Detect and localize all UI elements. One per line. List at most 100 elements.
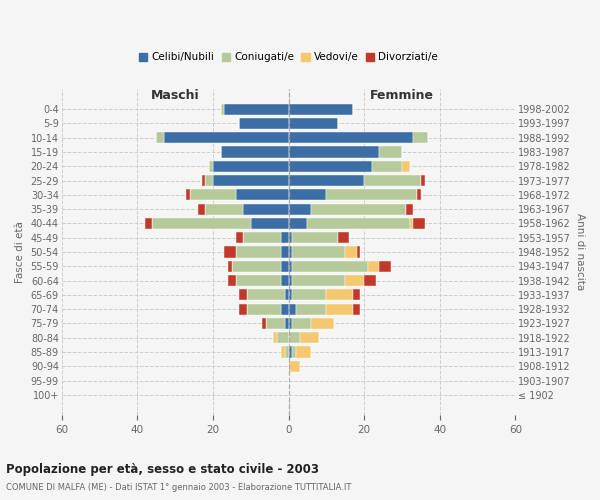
Bar: [221, 104, 224, 115]
Bar: [289, 360, 300, 372]
Bar: [311, 204, 406, 214]
Y-axis label: Fasce di età: Fasce di età: [15, 221, 25, 283]
Bar: [281, 275, 289, 286]
Bar: [277, 332, 289, 344]
Bar: [326, 190, 417, 200]
Bar: [209, 160, 213, 172]
Bar: [289, 318, 292, 329]
Bar: [239, 290, 247, 300]
Bar: [292, 232, 338, 243]
Bar: [410, 218, 413, 229]
Bar: [205, 175, 213, 186]
Text: COMUNE DI MALFA (ME) - Dati ISTAT 1° gennaio 2003 - Elaborazione TUTTITALIA.IT: COMUNE DI MALFA (ME) - Dati ISTAT 1° gen…: [6, 482, 352, 492]
Bar: [289, 260, 292, 272]
Bar: [346, 275, 364, 286]
Bar: [213, 175, 289, 186]
Bar: [289, 218, 307, 229]
Bar: [300, 332, 319, 344]
Bar: [281, 232, 289, 243]
Bar: [379, 146, 402, 158]
Bar: [368, 260, 379, 272]
Bar: [289, 204, 311, 214]
Bar: [292, 260, 368, 272]
Bar: [285, 346, 289, 358]
Bar: [187, 190, 190, 200]
Bar: [236, 246, 281, 258]
Bar: [402, 160, 410, 172]
Bar: [152, 218, 251, 229]
Bar: [289, 146, 379, 158]
Bar: [292, 246, 346, 258]
Bar: [379, 260, 391, 272]
Bar: [213, 160, 289, 172]
Bar: [285, 318, 289, 329]
Bar: [311, 318, 334, 329]
Bar: [281, 304, 289, 314]
Bar: [239, 118, 289, 129]
Bar: [190, 190, 236, 200]
Bar: [262, 318, 266, 329]
Bar: [326, 304, 353, 314]
Bar: [296, 304, 326, 314]
Bar: [289, 160, 372, 172]
Bar: [413, 218, 425, 229]
Bar: [406, 204, 413, 214]
Bar: [296, 346, 311, 358]
Bar: [289, 175, 364, 186]
Bar: [224, 104, 289, 115]
Bar: [289, 104, 353, 115]
Bar: [307, 218, 410, 229]
Bar: [289, 132, 413, 143]
Bar: [289, 246, 292, 258]
Bar: [289, 275, 292, 286]
Bar: [338, 232, 349, 243]
Legend: Celibi/Nubili, Coniugati/e, Vedovi/e, Divorziati/e: Celibi/Nubili, Coniugati/e, Vedovi/e, Di…: [135, 48, 442, 66]
Bar: [289, 290, 292, 300]
Bar: [266, 318, 285, 329]
Bar: [145, 218, 152, 229]
Text: Femmine: Femmine: [370, 89, 434, 102]
Bar: [228, 260, 232, 272]
Bar: [364, 175, 421, 186]
Bar: [292, 346, 296, 358]
Bar: [198, 204, 205, 214]
Bar: [292, 275, 346, 286]
Bar: [202, 175, 205, 186]
Bar: [221, 146, 289, 158]
Bar: [356, 246, 361, 258]
Bar: [364, 275, 376, 286]
Bar: [205, 204, 243, 214]
Bar: [289, 190, 326, 200]
Bar: [243, 204, 289, 214]
Bar: [224, 246, 236, 258]
Bar: [228, 275, 236, 286]
Bar: [281, 246, 289, 258]
Bar: [372, 160, 402, 172]
Bar: [289, 232, 292, 243]
Bar: [289, 304, 296, 314]
Bar: [289, 332, 300, 344]
Bar: [281, 346, 285, 358]
Bar: [421, 175, 425, 186]
Bar: [164, 132, 289, 143]
Bar: [236, 275, 281, 286]
Bar: [326, 290, 353, 300]
Bar: [289, 118, 338, 129]
Bar: [274, 332, 277, 344]
Bar: [239, 304, 247, 314]
Bar: [417, 190, 421, 200]
Bar: [236, 232, 243, 243]
Bar: [247, 304, 281, 314]
Text: Maschi: Maschi: [151, 89, 199, 102]
Bar: [236, 190, 289, 200]
Bar: [289, 346, 292, 358]
Text: Popolazione per età, sesso e stato civile - 2003: Popolazione per età, sesso e stato civil…: [6, 462, 319, 475]
Bar: [353, 290, 361, 300]
Bar: [413, 132, 428, 143]
Bar: [292, 318, 311, 329]
Bar: [251, 218, 289, 229]
Bar: [353, 304, 361, 314]
Y-axis label: Anni di nascita: Anni di nascita: [575, 214, 585, 290]
Bar: [247, 290, 285, 300]
Bar: [156, 132, 164, 143]
